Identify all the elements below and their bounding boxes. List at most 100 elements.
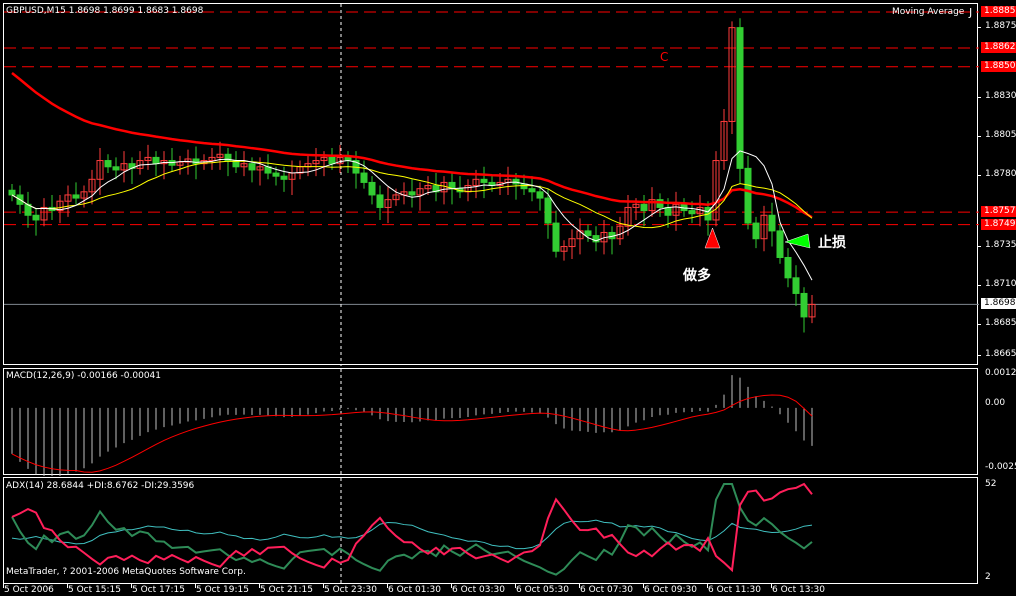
price-tick xyxy=(978,284,981,286)
time-tick-label: 5 Oct 2006 xyxy=(4,585,54,595)
candle-body xyxy=(712,160,720,221)
macd-pane[interactable] xyxy=(3,368,978,476)
candle-body xyxy=(624,206,632,227)
candle-body xyxy=(560,246,568,252)
price-tick xyxy=(978,245,981,247)
candle-body xyxy=(328,156,336,165)
time-tick-label: 6 Oct 09:30 xyxy=(644,585,697,595)
candle-body xyxy=(112,166,120,171)
candle-body xyxy=(648,199,656,212)
candle-body xyxy=(384,199,392,208)
time-tick xyxy=(707,584,708,588)
candle-body xyxy=(360,172,368,183)
candle-body xyxy=(248,163,256,171)
candle-body xyxy=(72,194,80,199)
time-tick-label: 6 Oct 07:30 xyxy=(580,585,633,595)
candle-body xyxy=(536,191,544,199)
candle-body xyxy=(528,188,536,193)
price-tick-label: 1.8805 xyxy=(985,130,1016,141)
time-tick-label: 5 Oct 19:15 xyxy=(196,585,249,595)
price-tick-label: 1.8665 xyxy=(985,348,1016,359)
plus-di-line xyxy=(11,482,813,576)
candle-body xyxy=(64,194,72,202)
adx-line xyxy=(11,519,813,550)
price-chart-canvas xyxy=(4,4,979,366)
candle-body xyxy=(392,194,400,201)
candle-body xyxy=(480,178,488,183)
indicator-name: Moving Average xyxy=(892,7,965,17)
candle-body xyxy=(760,214,768,240)
price-tick xyxy=(978,96,981,98)
candle-body xyxy=(88,178,96,193)
ma-slow-line xyxy=(11,72,813,219)
candle-body xyxy=(432,185,440,193)
candle-body xyxy=(312,160,320,165)
price-tick-label: 1.8735 xyxy=(985,239,1016,250)
candle-body xyxy=(40,206,48,221)
candle-body xyxy=(104,160,112,168)
candle-body xyxy=(280,175,288,180)
candle-body xyxy=(768,214,776,232)
candle-body xyxy=(520,183,528,190)
candle-body xyxy=(424,185,432,190)
candle-body xyxy=(256,166,264,171)
adx-pane[interactable] xyxy=(3,477,978,585)
candle-body xyxy=(568,238,576,248)
adx-title: ADX(14) 28.6844 +DI:8.6762 -DI:29.3596 xyxy=(6,481,195,491)
time-tick-label: 6 Oct 03:30 xyxy=(452,585,505,595)
candle-body xyxy=(552,222,560,252)
time-tick-label: 5 Oct 17:15 xyxy=(132,585,185,595)
ma-fast-line xyxy=(11,150,813,281)
candle-body xyxy=(736,27,744,169)
level-price-label: 1.8757 xyxy=(981,206,1016,218)
candle-body xyxy=(272,172,280,177)
level-price-label: 1.8749 xyxy=(981,218,1016,230)
candle-body xyxy=(376,194,384,208)
price-tick xyxy=(978,354,981,356)
time-tick xyxy=(323,584,324,588)
candle-body xyxy=(144,156,152,162)
candle-body xyxy=(184,158,192,163)
candle-body xyxy=(632,203,640,208)
candle-body xyxy=(192,158,200,165)
candle-body xyxy=(664,206,672,216)
candle-body xyxy=(592,235,600,243)
candle-body xyxy=(744,167,752,224)
price-tick-label: 1.8710 xyxy=(985,278,1016,289)
candle-body xyxy=(80,191,88,199)
candle-body xyxy=(320,156,328,162)
time-tick xyxy=(579,584,580,588)
price-tick xyxy=(978,175,981,177)
candle-body xyxy=(672,203,680,216)
candle-body xyxy=(792,277,800,294)
price-tick xyxy=(978,323,981,325)
macd-axis-max: 0.00126 xyxy=(985,368,1016,378)
price-chart-pane[interactable] xyxy=(3,3,979,366)
candle-body xyxy=(688,210,696,215)
candle-body xyxy=(584,230,592,237)
symbol-info: GBPUSD,M15 1.8698 1.8699 1.8683 1.8698 xyxy=(6,6,204,16)
candle-body xyxy=(336,156,344,165)
candle-body xyxy=(120,163,128,171)
adx-axis-min: 2 xyxy=(985,572,991,582)
candle-body xyxy=(8,189,16,196)
time-tick xyxy=(3,584,4,588)
candle-body xyxy=(800,292,808,318)
candle-body xyxy=(176,161,184,166)
indicator-marker: J xyxy=(969,6,973,19)
time-tick-label: 5 Oct 21:15 xyxy=(260,585,313,595)
candle-body xyxy=(808,303,816,318)
macd-signal-line xyxy=(11,394,813,473)
candle-body xyxy=(720,120,728,162)
candle-body xyxy=(224,153,232,162)
candle-body xyxy=(368,181,376,196)
candle-body xyxy=(32,214,40,221)
candle-body xyxy=(784,256,792,279)
time-tick-label: 5 Oct 23:30 xyxy=(324,585,377,595)
level-price-label: 1.8862 xyxy=(981,41,1016,53)
buy-arrow-icon xyxy=(704,227,721,249)
time-tick xyxy=(387,584,388,588)
price-tick-label: 1.8830 xyxy=(985,90,1016,101)
macd-title: MACD(12,26,9) -0.00166 -0.00041 xyxy=(6,371,162,381)
